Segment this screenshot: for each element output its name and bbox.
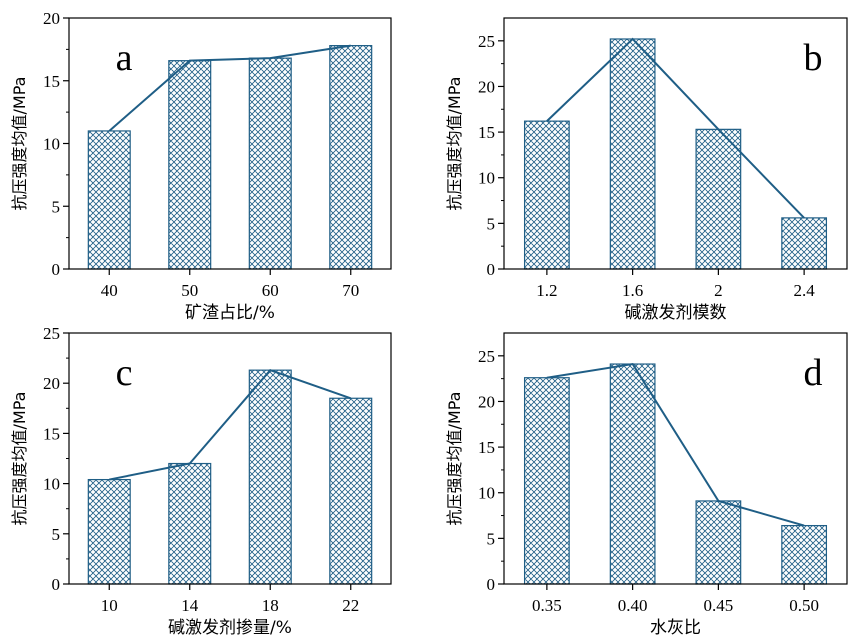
x-tick-label-b-0: 1.2 — [536, 281, 557, 300]
series-line-d — [546, 362, 805, 527]
x-tick-label-a-3: 70 — [342, 281, 359, 300]
chart-panel-d: 0 5 10 15 20 25 0.35 0.40 0.45 0.50 水灰比 抗压强度均值/MPa d — [445, 332, 848, 638]
x-tick-label-d-0: 0.35 — [532, 596, 562, 615]
y-axis-label-d: 抗压强度均值/MPa — [445, 392, 464, 526]
y-tick-label-d-2: 10 — [478, 484, 495, 503]
bar-a-2 — [248, 57, 292, 270]
y-axis-label-a: 抗压强度均值/MPa — [10, 77, 29, 211]
panel-label-c: c — [116, 352, 133, 394]
y-tick-label-d-4: 20 — [478, 392, 495, 411]
series-line-b — [546, 37, 805, 219]
y-tick-label-a-2: 10 — [43, 135, 60, 154]
bar-b-3 — [781, 217, 828, 270]
x-tick-label-a-2: 60 — [262, 281, 279, 300]
y-tick-label-c-3: 15 — [43, 424, 60, 443]
chart-panel-a: 0 5 10 15 20 40 50 60 70 矿渣占比/% 抗压强度均值/MPa a — [10, 9, 392, 323]
x-axis-label-a: 矿渣占比/% — [185, 303, 275, 323]
panel-label-a: a — [116, 37, 133, 79]
y-axis-label-b: 抗压强度均值/MPa — [445, 77, 464, 211]
y-tick-label-d-5: 25 — [478, 347, 495, 366]
plot-frame-b — [503, 17, 848, 270]
y-tick-label-a-4: 20 — [43, 9, 60, 28]
bar-d-3 — [781, 524, 828, 585]
y-tick-label-b-5: 25 — [478, 32, 495, 51]
x-tick-label-d-1: 0.40 — [618, 596, 648, 615]
y-tick-label-c-1: 5 — [52, 525, 61, 544]
x-tick-label-a-1: 50 — [181, 281, 198, 300]
bar-c-3 — [329, 397, 373, 585]
y-tick-label-c-2: 10 — [43, 475, 60, 494]
bar-c-1 — [168, 462, 212, 585]
y-tick-label-c-4: 20 — [43, 374, 60, 393]
bar-b-1 — [609, 38, 656, 270]
x-tick-label-b-2: 2 — [714, 281, 723, 300]
y-tick-label-b-2: 10 — [478, 169, 495, 188]
bar-c-0 — [87, 478, 131, 585]
y-tick-label-b-0: 0 — [487, 260, 496, 279]
bar-b-2 — [695, 128, 742, 270]
x-tick-label-d-3: 0.50 — [789, 596, 819, 615]
bar-a-0 — [87, 130, 131, 270]
x-tick-label-c-3: 22 — [342, 596, 359, 615]
bar-c-2 — [248, 369, 292, 585]
bar-d-1 — [609, 363, 656, 585]
x-tick-label-d-2: 0.45 — [704, 596, 734, 615]
plot-frame-d — [503, 332, 848, 585]
y-tick-label-a-0: 0 — [52, 260, 61, 279]
bar-a-3 — [329, 45, 373, 270]
x-axis-label-c: 碱激发剂掺量/% — [168, 618, 292, 638]
x-tick-label-a-0: 40 — [101, 281, 118, 300]
y-axis-label-c: 抗压强度均值/MPa — [10, 392, 29, 526]
bar-a-1 — [168, 60, 212, 270]
bar-d-0 — [523, 377, 570, 585]
y-tick-label-a-3: 15 — [43, 72, 60, 91]
y-tick-label-b-1: 5 — [487, 214, 496, 233]
x-tick-label-b-3: 2.4 — [794, 281, 816, 300]
x-tick-label-b-1: 1.6 — [622, 281, 643, 300]
chart-panel-b: 0 5 10 15 20 25 1.2 1.6 2 2.4 碱激发剂模数 抗压强度均值/MPa b — [445, 17, 848, 323]
y-tick-label-d-0: 0 — [487, 575, 496, 594]
bar-b-0 — [523, 120, 570, 270]
series-line-c — [109, 368, 352, 481]
y-tick-label-a-1: 5 — [52, 197, 61, 216]
y-tick-label-d-3: 15 — [478, 438, 495, 457]
x-axis-label-d: 水灰比 — [650, 618, 701, 638]
panel-label-b: b — [804, 37, 823, 79]
y-tick-label-c-5: 25 — [43, 324, 60, 343]
x-tick-label-c-0: 10 — [101, 596, 118, 615]
x-axis-label-b: 碱激发剂模数 — [625, 303, 727, 323]
y-tick-label-c-0: 0 — [52, 575, 61, 594]
chart-panel-c: 0 5 10 15 20 25 10 14 18 22 碱激发剂掺量/% 抗压强度均值/MPa c — [10, 324, 392, 638]
y-tick-label-b-4: 20 — [478, 77, 495, 96]
panel-label-d: d — [804, 352, 823, 394]
x-tick-label-c-1: 14 — [181, 596, 199, 615]
x-tick-label-c-2: 18 — [262, 596, 279, 615]
bar-d-2 — [695, 500, 742, 585]
series-line-a — [108, 44, 351, 132]
y-tick-label-d-1: 5 — [487, 529, 496, 548]
y-tick-label-b-3: 15 — [478, 123, 495, 142]
